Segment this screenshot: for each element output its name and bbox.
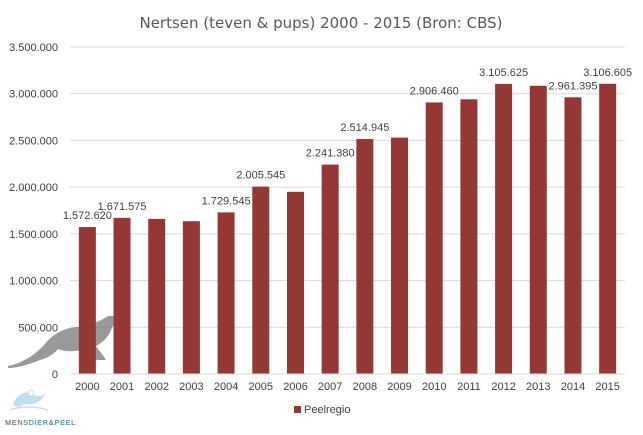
y-tick-label: 1.500.000 xyxy=(9,229,58,241)
x-tick-label: 2001 xyxy=(110,381,134,393)
data-label: 2.514.945 xyxy=(340,122,389,134)
legend-swatch xyxy=(294,406,301,413)
x-tick-label: 2000 xyxy=(75,381,99,393)
x-tick-label: 2004 xyxy=(214,381,238,393)
x-tick-label: 2005 xyxy=(249,381,273,393)
logo-text-dier: DIER xyxy=(29,418,49,427)
data-label: 2.906.460 xyxy=(410,85,459,97)
x-tick-label: 2008 xyxy=(353,381,377,393)
x-tick-label: 2006 xyxy=(283,381,307,393)
bar xyxy=(217,212,235,374)
logo-figure-icon xyxy=(9,389,49,411)
x-tick-label: 2011 xyxy=(457,381,481,393)
bars xyxy=(78,83,617,375)
data-label: 1.729.545 xyxy=(202,195,251,207)
bar xyxy=(599,83,617,374)
logo-text-peel: PEEL xyxy=(55,418,77,427)
bar xyxy=(182,221,200,374)
y-tick-label: 3.500.000 xyxy=(9,42,58,54)
bar xyxy=(78,227,96,374)
legend-label: Peelregio xyxy=(304,404,350,416)
logo-text: MENSDIER&PEEL xyxy=(5,418,76,427)
x-tick-label: 2012 xyxy=(491,381,515,393)
x-axis-ticks: 2000 2001 2002 2003 2004 2005 2006 2007 2008 2009… xyxy=(75,381,620,393)
bar xyxy=(113,217,131,374)
x-tick-label: 2009 xyxy=(387,381,411,393)
bar xyxy=(391,137,409,374)
bar xyxy=(321,164,339,374)
y-tick-label: 500.000 xyxy=(18,322,58,334)
logo-text-mens: MENS xyxy=(5,418,29,427)
bar xyxy=(460,99,478,374)
data-label: 1.572.620 xyxy=(63,210,112,222)
y-tick-label: 2.000.000 xyxy=(9,182,58,194)
x-tick-label: 2014 xyxy=(561,381,585,393)
x-tick-label: 2003 xyxy=(179,381,203,393)
x-tick-label: 2010 xyxy=(422,381,446,393)
data-label: 2.241.380 xyxy=(306,148,355,160)
bar xyxy=(356,139,374,374)
y-axis-ticks: 0 500.000 1.000.000 1.500.000 2.000.000 2.500… xyxy=(9,42,58,381)
data-label: 3.106.605 xyxy=(583,67,632,79)
bar xyxy=(529,85,547,374)
y-tick-label: 0 xyxy=(52,369,58,381)
data-label: 2.005.545 xyxy=(236,170,285,182)
data-label: 1.671.575 xyxy=(98,201,147,213)
bar xyxy=(564,97,582,374)
bar xyxy=(252,186,270,374)
y-tick-label: 3.000.000 xyxy=(9,89,58,101)
legend: Peelregio xyxy=(294,404,350,416)
bar xyxy=(495,83,513,375)
x-tick-label: 2015 xyxy=(595,381,619,393)
x-tick-label: 2007 xyxy=(318,381,342,393)
mens-dier-peel-logo: MENSDIER&PEEL xyxy=(5,389,76,427)
data-label: 2.961.395 xyxy=(549,80,598,92)
bar xyxy=(148,218,166,374)
y-tick-label: 2.500.000 xyxy=(9,135,58,147)
bar xyxy=(425,102,443,375)
chart-title: Nertsen (teven & pups) 2000 - 2015 (Bron… xyxy=(139,14,502,32)
bar xyxy=(286,191,304,374)
x-tick-label: 2013 xyxy=(526,381,550,393)
data-label: 3.105.625 xyxy=(479,67,528,79)
x-tick-label: 2002 xyxy=(144,381,168,393)
logo-text-amp: & xyxy=(49,418,55,427)
y-tick-label: 1.000.000 xyxy=(9,276,58,288)
